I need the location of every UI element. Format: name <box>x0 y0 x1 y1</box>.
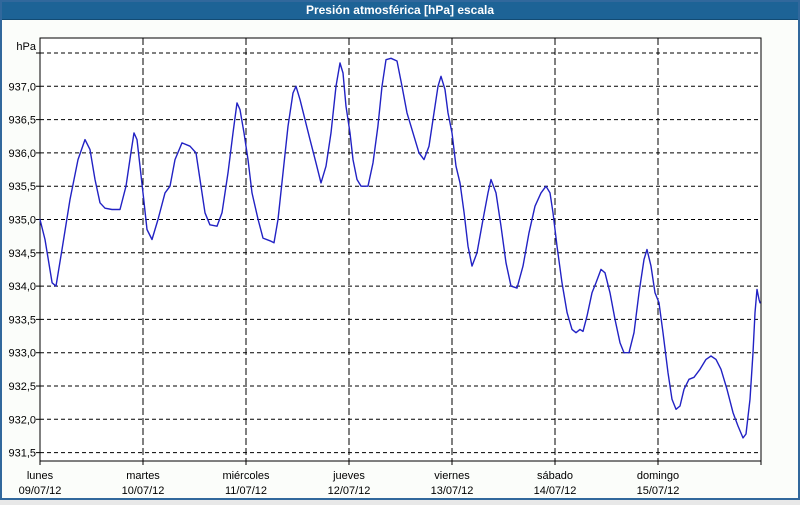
x-axis-day-date: 12/07/12 <box>328 485 371 497</box>
x-axis-day-name: domingo <box>637 470 679 482</box>
pressure-curve <box>39 57 761 439</box>
titlebar-bottom-edge <box>0 19 800 20</box>
y-axis-label: 932,0 <box>8 414 36 426</box>
x-axis-day-date: 10/07/12 <box>122 485 165 497</box>
y-axis-label: 931,5 <box>8 448 36 460</box>
y-axis-unit-label: hPa <box>16 41 36 53</box>
y-axis-label: 934,0 <box>8 281 36 293</box>
y-axis-label: 935,0 <box>8 215 36 227</box>
plot-layer: 937,0 936,5 936,0 935,5 935,0 934,5 934,0 933,5… <box>8 37 762 497</box>
x-axis-day-name: viernes <box>434 470 470 482</box>
y-axis-label: 933,5 <box>8 314 36 326</box>
x-axis-day-name: martes <box>126 470 160 482</box>
y-axis-label: 935,5 <box>8 181 36 193</box>
y-axis-label: 932,5 <box>8 381 36 393</box>
x-axis-day-date: 09/07/12 <box>19 485 62 497</box>
x-axis-day-date: 13/07/12 <box>431 485 474 497</box>
y-axis-label: 936,0 <box>8 148 36 160</box>
plot-area-border <box>39 37 762 462</box>
x-axis-day-name: jueves <box>332 470 365 482</box>
chart-title: Presión atmosférica [hPa] escala <box>306 3 494 17</box>
x-axis-day-date: 15/07/12 <box>637 485 680 497</box>
y-axis-label: 937,0 <box>8 81 36 93</box>
x-axis-day-name: sábado <box>537 470 573 482</box>
x-axis-day-date: 14/07/12 <box>534 485 577 497</box>
y-axis-label: 934,5 <box>8 248 36 260</box>
x-axis-day-name: miércoles <box>222 470 270 482</box>
y-axis-label: 933,0 <box>8 348 36 360</box>
x-axis-day-date: 11/07/12 <box>225 485 267 497</box>
y-axis-label: 936,5 <box>8 115 36 127</box>
x-axis-day-name: lunes <box>27 470 54 482</box>
window-titlebar <box>0 0 800 19</box>
